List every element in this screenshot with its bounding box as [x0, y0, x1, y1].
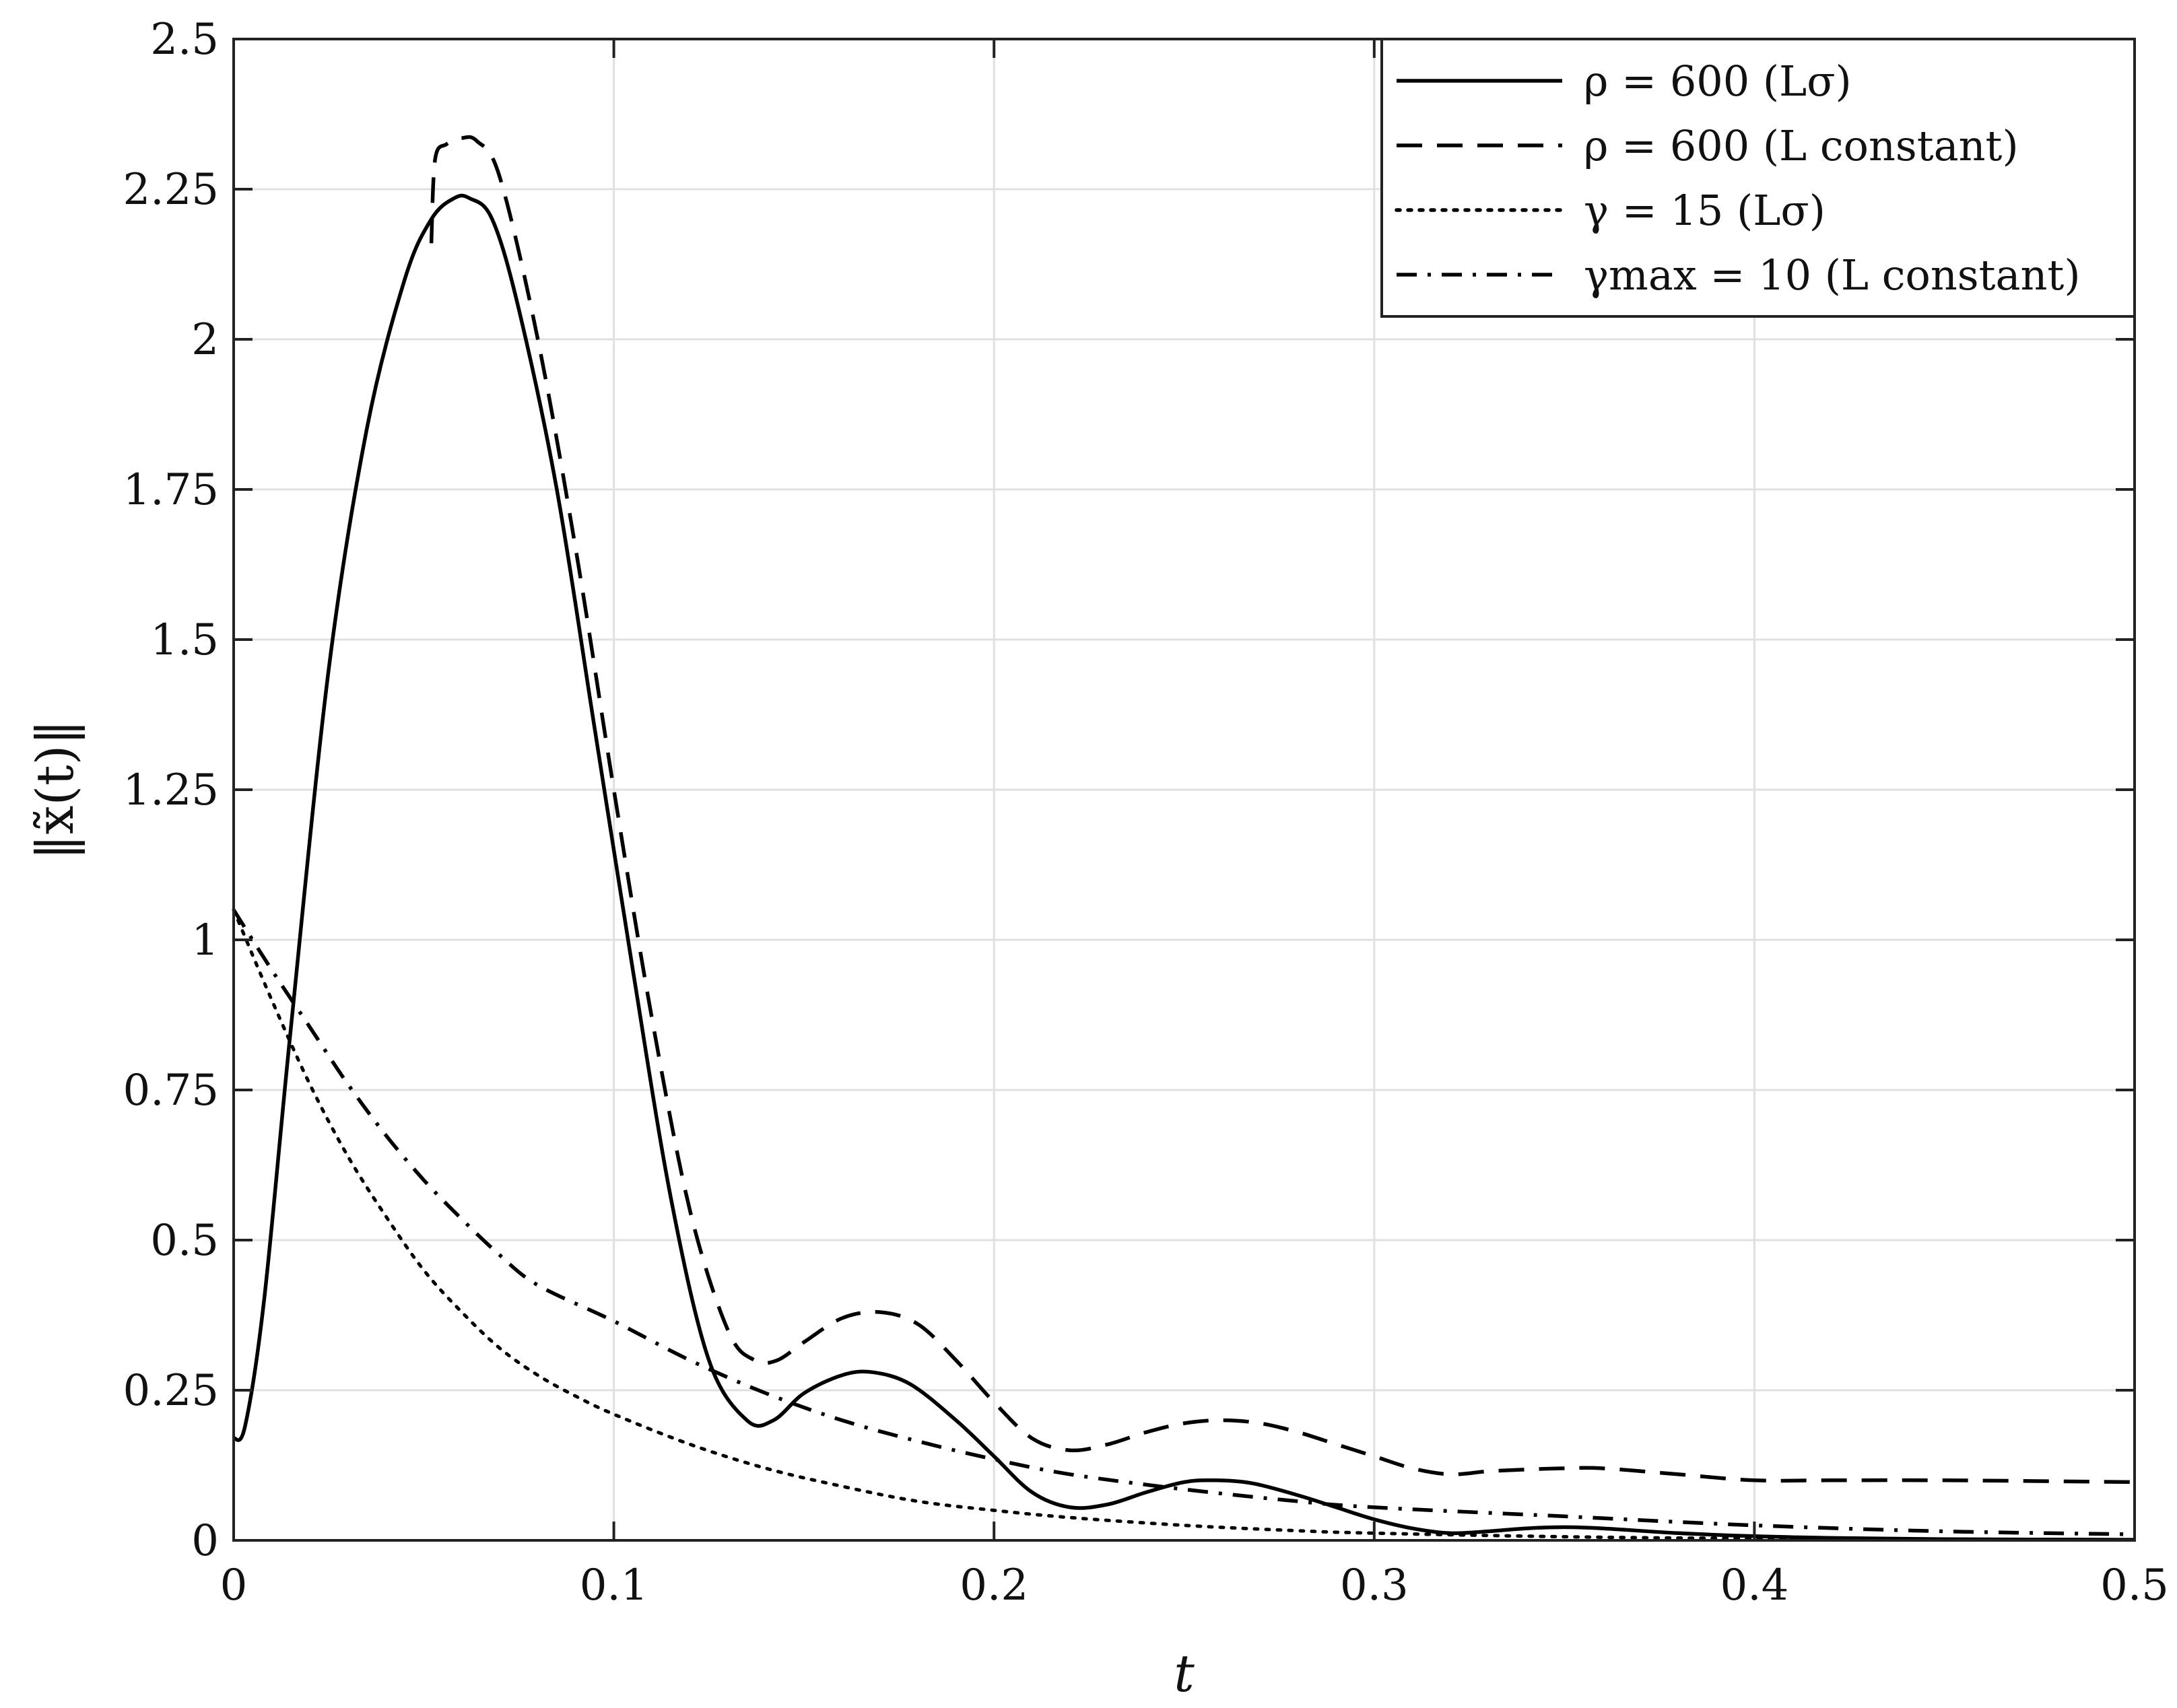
y-tick-label: 1.25	[123, 765, 220, 815]
x-tick-label: 0.4	[1720, 1561, 1789, 1610]
legend: ρ = 600 (Lσ) ρ = 600 (L constant) γ = 15 (…	[1380, 38, 2136, 318]
y-tick-label: 2	[191, 315, 219, 365]
series-group	[232, 135, 2137, 1542]
ticks: 0 0.1 0.2 0.3 0.4 0.5 0 0.25 0.5 0.75 1 1.25 1.5 1.75…	[123, 15, 2169, 1610]
x-tick-label: 0	[220, 1561, 248, 1610]
y-axis-label: ‖x̃(t)‖	[25, 720, 85, 860]
x-axis-label: t	[1174, 1643, 1195, 1703]
y-tick-label: 0.25	[123, 1366, 220, 1416]
legend-box	[1380, 38, 2136, 318]
series-line-2	[429, 135, 2135, 1484]
y-tick-label: 0.75	[123, 1066, 220, 1116]
y-tick-label: 2.25	[123, 165, 220, 215]
legend-label: γmax = 10 (L constant)	[1584, 250, 2081, 300]
series-line-1	[232, 193, 2135, 1542]
series-line-4	[232, 908, 2135, 1536]
y-tick-label: 0	[191, 1516, 219, 1566]
legend-label: γ = 15 (Lσ)	[1584, 186, 1826, 235]
x-tick-label: 0.5	[2100, 1561, 2169, 1610]
y-tick-label: 0.5	[150, 1216, 219, 1266]
x-tick-label: 0.2	[960, 1561, 1028, 1610]
x-tick-label: 0.1	[580, 1561, 648, 1610]
grid	[232, 38, 2136, 1542]
legend-label: ρ = 600 (L constant)	[1584, 121, 2019, 170]
series-line-3	[232, 908, 2137, 1542]
y-tick-label: 1.75	[123, 465, 220, 515]
legend-label: ρ = 600 (Lσ)	[1584, 57, 1852, 106]
y-tick-label: 2.5	[150, 15, 219, 65]
x-tick-label: 0.3	[1340, 1561, 1409, 1610]
y-tick-label: 1	[191, 916, 219, 965]
y-tick-label: 1.5	[150, 615, 219, 665]
